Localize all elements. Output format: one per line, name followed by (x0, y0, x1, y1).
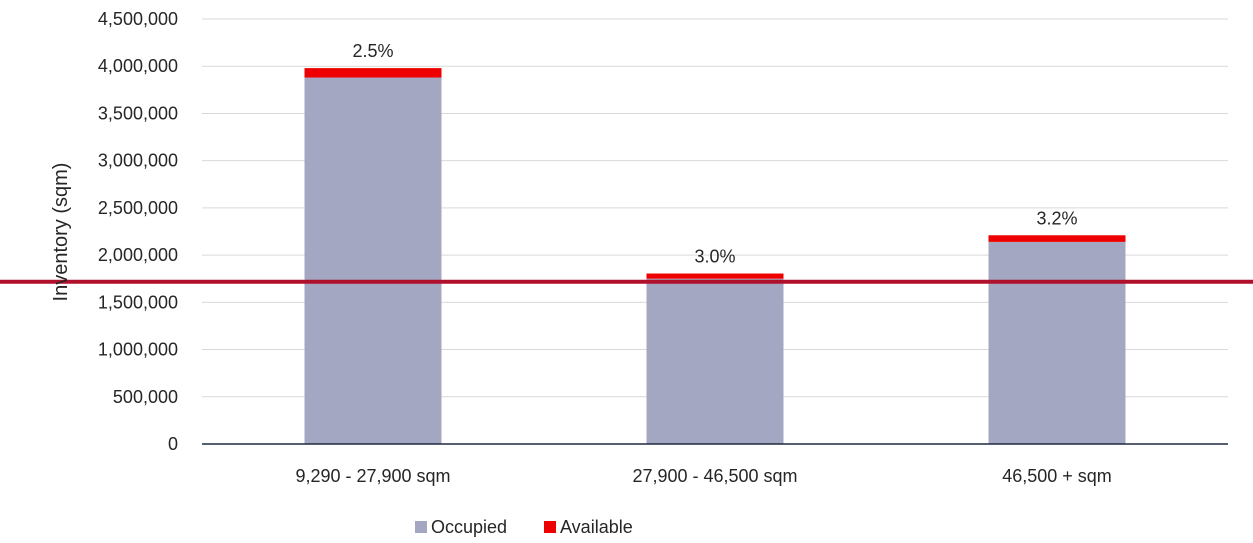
legend-swatch-occupied (415, 521, 427, 533)
bar-available (304, 68, 442, 78)
legend-label-occupied: Occupied (431, 517, 507, 537)
y-tick-label: 4,000,000 (98, 56, 178, 76)
y-tick-label: 500,000 (113, 387, 178, 407)
y-axis-ticks: 0 500,000 1,000,000 1,500,000 2,000,000 2,500… (98, 9, 178, 454)
y-axis-title: Inventory (sqm) (50, 163, 72, 302)
legend-label-available: Available (560, 517, 633, 537)
bar-occupied (304, 77, 442, 445)
bar-occupied (988, 241, 1126, 444)
y-tick-label: 0 (168, 434, 178, 454)
x-category-label: 46,500 + sqm (1002, 466, 1112, 486)
y-tick-label: 3,500,000 (98, 103, 178, 123)
y-tick-label: 1,500,000 (98, 292, 178, 312)
legend: Occupied Available (415, 517, 633, 537)
y-tick-label: 2,500,000 (98, 198, 178, 218)
x-axis-categories: 9,290 - 27,900 sqm 27,900 - 46,500 sqm 46,… (295, 466, 1111, 486)
bar-occupied (646, 278, 784, 444)
data-label: 3.2% (1036, 208, 1077, 228)
bar-available (646, 273, 784, 279)
y-tick-label: 2,000,000 (98, 245, 178, 265)
bar-available (988, 235, 1126, 242)
x-category-label: 27,900 - 46,500 sqm (632, 466, 797, 486)
data-labels: 2.5% 3.0% 3.2% (352, 41, 1077, 266)
data-label: 3.0% (694, 247, 735, 267)
data-label: 2.5% (352, 41, 393, 61)
y-tick-label: 1,000,000 (98, 340, 178, 360)
x-category-label: 9,290 - 27,900 sqm (295, 466, 450, 486)
y-tick-label: 3,000,000 (98, 151, 178, 171)
y-tick-label: 4,500,000 (98, 9, 178, 29)
legend-swatch-available (544, 521, 556, 533)
bars (304, 68, 1126, 445)
